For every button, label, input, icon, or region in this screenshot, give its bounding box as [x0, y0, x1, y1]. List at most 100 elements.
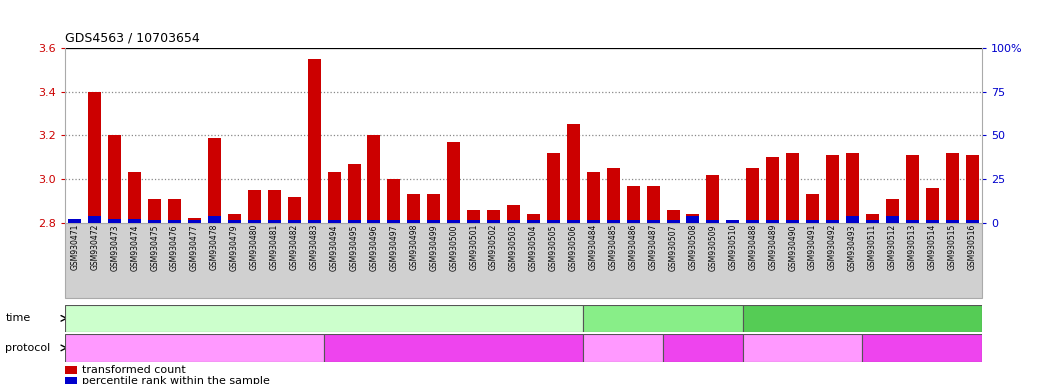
Bar — [846, 217, 859, 223]
Bar — [348, 220, 360, 223]
Bar — [467, 220, 481, 223]
Bar — [407, 220, 420, 223]
Text: no loading: no loading — [165, 343, 224, 353]
Bar — [108, 219, 121, 223]
Text: passive loading: passive loading — [668, 343, 738, 353]
Bar — [65, 305, 583, 332]
Bar — [407, 194, 420, 223]
Bar — [547, 153, 560, 223]
Bar — [447, 142, 461, 223]
Bar — [906, 220, 919, 223]
Bar — [68, 220, 82, 223]
Bar — [169, 199, 181, 223]
Bar — [627, 185, 640, 223]
Bar — [128, 219, 141, 223]
Bar — [707, 220, 719, 223]
Bar — [607, 220, 620, 223]
Bar — [806, 220, 819, 223]
Bar — [586, 220, 600, 223]
Bar — [268, 190, 281, 223]
Bar — [507, 220, 520, 223]
Bar — [487, 210, 500, 223]
Bar — [128, 172, 141, 223]
Text: time: time — [5, 313, 30, 323]
Bar — [328, 172, 340, 223]
Bar — [68, 219, 82, 223]
Bar — [88, 217, 102, 223]
Bar — [348, 164, 360, 223]
Text: 9-14 days: 9-14 days — [834, 313, 890, 323]
Text: transformed count: transformed count — [82, 365, 185, 375]
Bar — [169, 220, 181, 223]
Bar — [727, 220, 739, 223]
Bar — [747, 168, 759, 223]
Bar — [926, 220, 939, 223]
Bar — [248, 220, 261, 223]
Bar — [687, 217, 699, 223]
Bar — [926, 188, 939, 223]
Bar — [288, 220, 300, 223]
Bar — [427, 220, 440, 223]
Bar — [583, 305, 742, 332]
Bar — [367, 136, 380, 223]
Bar — [308, 59, 320, 223]
Bar — [846, 153, 859, 223]
Bar — [586, 172, 600, 223]
Bar — [527, 220, 540, 223]
Bar — [328, 220, 340, 223]
Bar — [607, 168, 620, 223]
Bar — [467, 210, 481, 223]
Text: passive loading: passive loading — [878, 343, 965, 353]
Text: protocol: protocol — [5, 343, 50, 353]
Bar — [766, 220, 779, 223]
Bar — [566, 124, 580, 223]
Bar — [707, 175, 719, 223]
Bar — [149, 220, 161, 223]
Bar — [228, 220, 241, 223]
Bar — [387, 179, 400, 223]
Bar — [208, 217, 221, 223]
Bar — [742, 334, 863, 362]
Bar — [487, 220, 500, 223]
Bar — [566, 220, 580, 223]
Bar — [387, 220, 400, 223]
Bar — [663, 334, 742, 362]
Bar — [766, 157, 779, 223]
Bar — [447, 220, 461, 223]
Text: passive loading: passive loading — [410, 343, 497, 353]
Bar — [786, 153, 799, 223]
Bar — [248, 190, 261, 223]
Bar — [687, 214, 699, 223]
Text: no loading: no loading — [774, 343, 832, 353]
Bar — [747, 220, 759, 223]
Bar — [647, 220, 660, 223]
Bar — [886, 217, 898, 223]
Bar — [786, 220, 799, 223]
Text: 5-8 days: 5-8 days — [639, 313, 687, 323]
Bar — [945, 220, 959, 223]
Bar — [647, 185, 660, 223]
Bar — [427, 194, 440, 223]
Bar — [88, 92, 102, 223]
Text: GDS4563 / 10703654: GDS4563 / 10703654 — [65, 31, 200, 44]
Bar — [325, 334, 583, 362]
Bar — [208, 137, 221, 223]
Bar — [188, 220, 201, 223]
Bar — [965, 220, 979, 223]
Bar — [188, 218, 201, 223]
Bar — [288, 197, 300, 223]
Text: 6 hours - 4 days: 6 hours - 4 days — [280, 313, 369, 323]
Bar — [65, 334, 325, 362]
Bar — [826, 220, 839, 223]
Bar — [149, 199, 161, 223]
Bar — [108, 136, 121, 223]
Bar — [367, 220, 380, 223]
Bar — [806, 194, 819, 223]
Bar — [308, 220, 320, 223]
Bar — [945, 153, 959, 223]
Bar — [866, 214, 878, 223]
Bar — [583, 334, 663, 362]
Bar — [667, 210, 680, 223]
Text: percentile rank within the sample: percentile rank within the sample — [82, 376, 269, 384]
Bar — [742, 305, 982, 332]
